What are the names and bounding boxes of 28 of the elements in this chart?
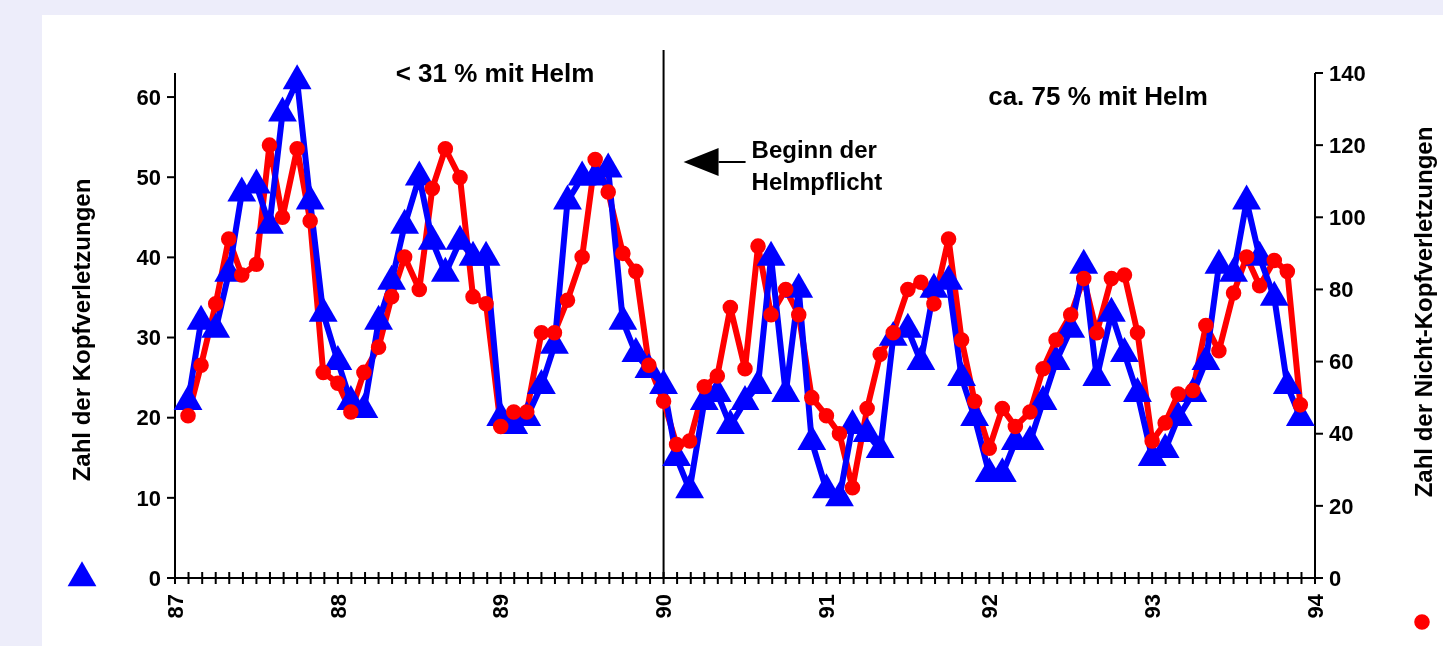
x-tick-label: 91 bbox=[814, 594, 840, 619]
x-tick-label: 92 bbox=[976, 594, 1002, 619]
y-tick-label: 60 bbox=[136, 84, 161, 110]
y2-tick-label: 40 bbox=[1329, 421, 1354, 447]
x-tick-label: 90 bbox=[651, 594, 677, 619]
x-tick-label: 93 bbox=[1139, 594, 1165, 619]
y2-tick-label: 120 bbox=[1329, 132, 1366, 158]
y2-tick-label: 100 bbox=[1329, 204, 1366, 230]
y2-tick-label: 80 bbox=[1329, 277, 1354, 303]
y2-axis-title: Zahl der Nicht-Kopfverletzungen bbox=[1410, 126, 1438, 498]
y2-tick-label: 0 bbox=[1329, 565, 1342, 591]
x-tick-label: 88 bbox=[325, 594, 351, 619]
y-tick-label: 30 bbox=[136, 325, 161, 351]
x-tick-label: 94 bbox=[1302, 593, 1328, 619]
y2-tick-label: 60 bbox=[1329, 349, 1354, 375]
ref-line-label: Beginn der Helmpflicht bbox=[751, 136, 883, 195]
y-tick-label: 20 bbox=[136, 405, 161, 431]
y-tick-label: 50 bbox=[136, 164, 161, 190]
y-tick-label: 40 bbox=[136, 245, 161, 271]
y-tick-label: 10 bbox=[136, 485, 161, 511]
annotation: ca. 75 % mit Helm bbox=[988, 81, 1208, 111]
y2-tick-label: 20 bbox=[1329, 493, 1354, 519]
x-tick-label: 89 bbox=[488, 594, 514, 619]
y2-tick-label: 140 bbox=[1329, 60, 1366, 86]
y-tick-label: 0 bbox=[148, 565, 161, 591]
y-axis-title: Zahl der Kopfverletzungen bbox=[68, 178, 96, 482]
x-tick-label: 87 bbox=[162, 594, 188, 619]
annotation: < 31 % mit Helm bbox=[395, 58, 595, 88]
